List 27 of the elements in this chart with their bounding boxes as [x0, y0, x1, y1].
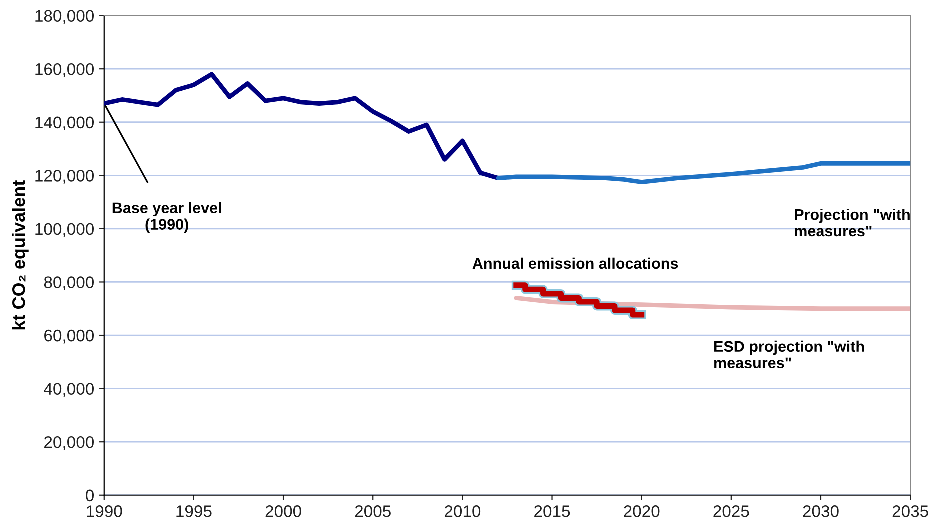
x-tick-label: 2010 — [444, 506, 481, 518]
y-tick-label: 80,000 — [44, 276, 94, 290]
x-tick-label: 1990 — [87, 506, 122, 518]
x-tick-label: 2035 — [892, 506, 928, 518]
y-tick-label: 60,000 — [44, 330, 94, 344]
text: ESD projection "with measures" — [714, 340, 864, 369]
x-tick-label: 1995 — [176, 506, 212, 518]
x-tick-label: 2000 — [266, 506, 302, 518]
line-series — [496, 161, 911, 185]
y-tick-label: 160,000 — [36, 63, 94, 78]
x-tick-label: 2005 — [355, 506, 391, 518]
y-tick-label: 120,000 — [36, 170, 94, 184]
y-tick-label: 0 — [86, 490, 94, 502]
y-axis-title: kt CO₂ equivalent — [12, 180, 29, 330]
x-tick-label: 2020 — [624, 506, 660, 518]
y-tick-label: 20,000 — [44, 436, 94, 450]
line-series — [104, 72, 501, 181]
text: Projection "with measures" — [795, 208, 910, 237]
y-tick-label: 140,000 — [36, 116, 94, 131]
x-tick-label: 2015 — [534, 506, 570, 518]
annotation: Base year level (1990) — [112, 202, 222, 234]
x-tick-label: 2025 — [714, 506, 750, 518]
text: Annual emission allocations — [472, 258, 678, 270]
y-tick-label: 180,000 — [36, 10, 94, 24]
y-tick-label: 100,000 — [36, 223, 94, 238]
x-tick-label: 2030 — [803, 506, 839, 518]
y-tick-label: 40,000 — [44, 383, 94, 397]
